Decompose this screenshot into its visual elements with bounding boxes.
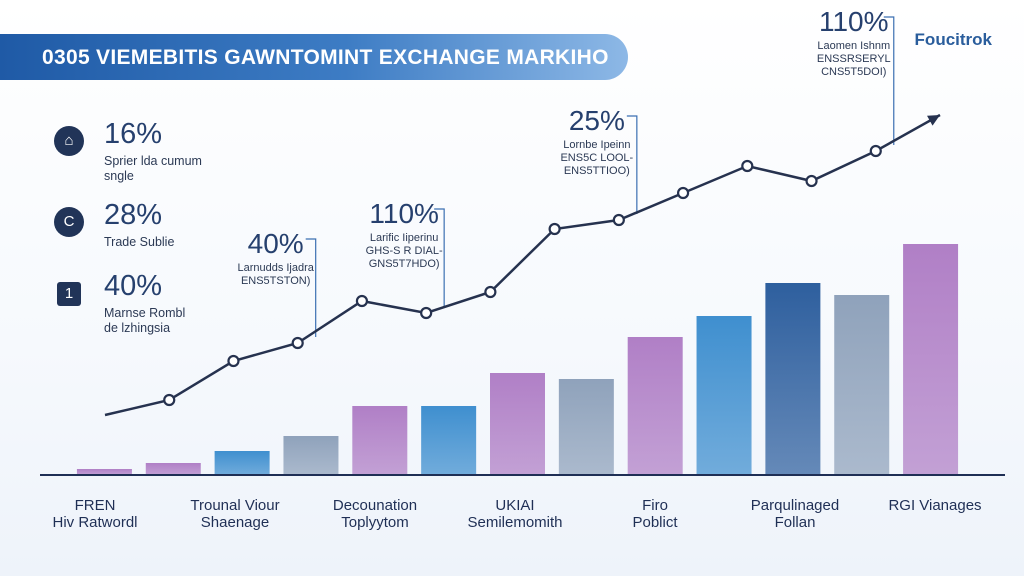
category-label-3-line2: Toplyytom [341, 514, 409, 531]
callout-connector-1 [305, 238, 317, 337]
callout-sub-3-2: ENS5C LOOL- [560, 152, 633, 164]
bar-4 [283, 436, 339, 475]
callout-sub-2-3: GNS5T7HDO) [369, 258, 440, 270]
callout-sub-4-3: CNS5T5DOI) [821, 66, 886, 78]
trend-line [104, 113, 941, 417]
category-label-4: UKIAI [495, 497, 534, 514]
trend-point-4 [355, 294, 369, 308]
bar-9 [627, 337, 683, 475]
callout-value-1: 40% [248, 228, 304, 259]
trend-point-3 [291, 336, 304, 350]
stat-block-3: 1 40% Marnse Rombl de lzhingsia [50, 270, 250, 335]
currency-icon: C [54, 207, 84, 237]
callout-sub-4-1: Laomen Ishnm [817, 40, 890, 52]
trend-point-5 [420, 306, 433, 320]
callout-value-3: 25% [569, 105, 625, 136]
category-label-3: Decounation [333, 497, 417, 514]
bar-8 [558, 379, 614, 475]
bar-11 [765, 283, 821, 475]
trend-point-7 [548, 222, 561, 236]
bar-6 [421, 406, 477, 475]
trend-point-12 [869, 144, 882, 158]
bar-5 [352, 406, 408, 475]
category-label-1-line2: Hiv Ratwordl [52, 514, 137, 531]
category-label-6-line2: Follan [775, 514, 816, 531]
bar-10 [696, 316, 752, 475]
trend-point-11 [805, 174, 818, 188]
callout-sub-1-2: ENS5TSTON) [241, 275, 310, 287]
category-label-1: FREN [75, 497, 116, 514]
category-label-4-line2: Semilemomith [467, 514, 562, 531]
callout-connector-2 [434, 208, 445, 307]
stat-label: Sprier lda cumum sngle [104, 154, 202, 183]
trend-point-8 [612, 213, 625, 227]
callout-sub-2-2: GHS-S R DIAL- [366, 245, 443, 257]
trend-point-2 [227, 354, 240, 368]
callout-connector-4 [883, 16, 895, 145]
stat-block-1: ⌂ 16% Sprier lda cumum sngle [50, 118, 250, 183]
brand-logo: Foucitrok [914, 30, 992, 49]
bar-7 [490, 373, 545, 475]
bar-13 [903, 244, 959, 475]
callout-value-4: 110% [819, 6, 889, 37]
category-label-7: RGI Vianages [888, 497, 981, 514]
stat-value: 40% [104, 270, 163, 302]
trend-point-1 [163, 393, 176, 407]
callout-sub-3-1: Lornbe Ipeinn [563, 139, 630, 151]
page-title: 0305 VIEMEBITIS GAWNTOMINT EXCHANGE MARK… [42, 46, 609, 69]
callout-sub-3-3: ENS5TTIOO) [564, 165, 630, 177]
trend-point-9 [676, 186, 690, 200]
bar-3 [214, 451, 270, 475]
callout-connector-3 [626, 115, 638, 214]
callout-sub-4-2: ENSSRSERYL [817, 53, 891, 65]
category-label-5: Firo [642, 497, 668, 514]
trend-point-10 [741, 159, 754, 173]
category-label-2: Trounal Viour [190, 497, 279, 514]
category-label-6: Parqulinaged [751, 497, 839, 514]
callout-sub-1-1: Larnudds Ijadra [237, 262, 314, 274]
bar-12 [834, 295, 890, 475]
stat-value: 28% [104, 199, 163, 231]
stat-label: Trade Sublie [104, 235, 175, 249]
stat-label: Marnse Rombl de lzhingsia [104, 306, 186, 335]
trend-arrow-head [927, 115, 940, 126]
bar-2 [145, 463, 201, 475]
trend-point-6 [484, 285, 497, 299]
callout-value-2: 110% [369, 198, 439, 229]
title-banner: 0305 VIEMEBITIS GAWNTOMINT EXCHANGE MARK… [0, 34, 628, 80]
category-label-2-line2: Shaenage [201, 514, 269, 531]
lock-icon: 1 [57, 282, 81, 306]
category-label-5-line2: Poblict [632, 514, 678, 531]
stat-block-2: C 28% Trade Sublie [50, 199, 250, 259]
bar-1 [76, 469, 132, 475]
callout-sub-2-1: Larific Iiperinu [370, 232, 438, 244]
bank-icon: ⌂ [54, 126, 84, 156]
stat-value: 16% [104, 118, 163, 150]
